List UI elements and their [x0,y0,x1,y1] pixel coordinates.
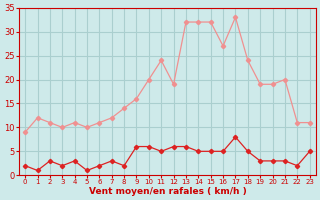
X-axis label: Vent moyen/en rafales ( km/h ): Vent moyen/en rafales ( km/h ) [89,187,246,196]
